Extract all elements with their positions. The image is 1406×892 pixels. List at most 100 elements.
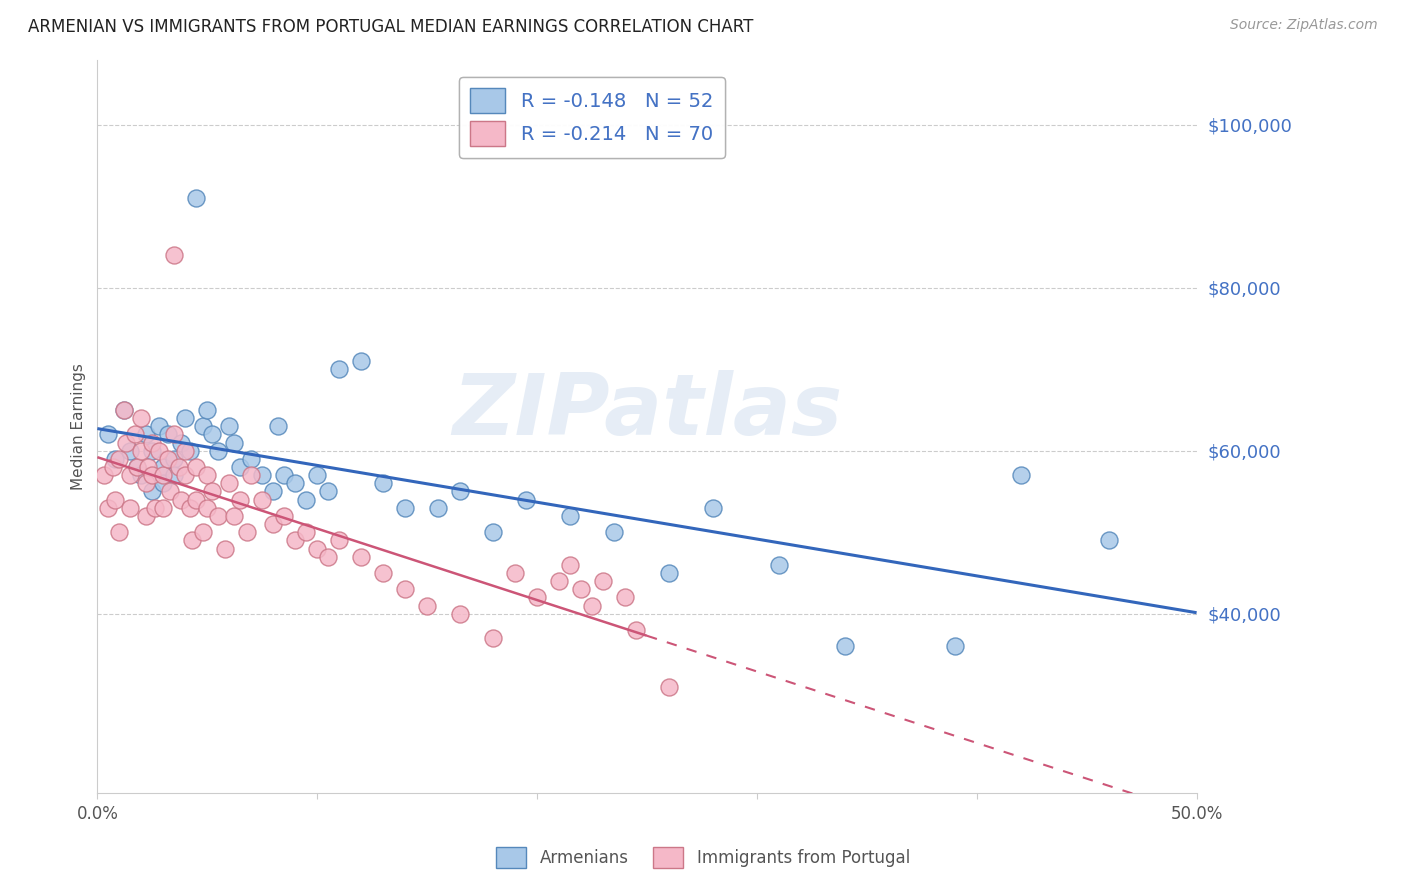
Text: ARMENIAN VS IMMIGRANTS FROM PORTUGAL MEDIAN EARNINGS CORRELATION CHART: ARMENIAN VS IMMIGRANTS FROM PORTUGAL MED… bbox=[28, 18, 754, 36]
Point bbox=[614, 591, 637, 605]
Point bbox=[101, 460, 124, 475]
Point bbox=[229, 460, 252, 475]
Point bbox=[104, 451, 127, 466]
Point bbox=[201, 484, 224, 499]
Point bbox=[350, 549, 373, 564]
Point bbox=[186, 460, 208, 475]
Point bbox=[240, 468, 263, 483]
Point bbox=[592, 574, 614, 588]
Point bbox=[214, 541, 236, 556]
Text: Source: ZipAtlas.com: Source: ZipAtlas.com bbox=[1230, 18, 1378, 32]
Point bbox=[131, 411, 153, 425]
Point bbox=[1010, 468, 1032, 483]
Point bbox=[170, 492, 193, 507]
Point bbox=[284, 476, 307, 491]
Point bbox=[307, 468, 329, 483]
Y-axis label: Median Earnings: Median Earnings bbox=[72, 363, 86, 490]
Point bbox=[569, 582, 592, 597]
Point bbox=[108, 525, 131, 540]
Point bbox=[394, 582, 416, 597]
Point bbox=[373, 566, 395, 580]
Point bbox=[115, 435, 138, 450]
Point bbox=[112, 403, 135, 417]
Point bbox=[207, 443, 229, 458]
Point bbox=[120, 443, 142, 458]
Point bbox=[207, 508, 229, 523]
Point bbox=[93, 468, 115, 483]
Point bbox=[262, 517, 284, 532]
Point bbox=[170, 435, 193, 450]
Point bbox=[624, 623, 647, 637]
Point bbox=[526, 591, 548, 605]
Point bbox=[186, 492, 208, 507]
Point bbox=[174, 468, 197, 483]
Point bbox=[218, 419, 240, 434]
Point bbox=[222, 435, 245, 450]
Point bbox=[195, 403, 218, 417]
Point bbox=[97, 500, 120, 515]
Point bbox=[328, 362, 350, 376]
Point bbox=[141, 484, 163, 499]
Point bbox=[135, 508, 157, 523]
Point bbox=[252, 492, 274, 507]
Point bbox=[179, 500, 201, 515]
Point bbox=[125, 460, 148, 475]
Point bbox=[186, 191, 208, 205]
Point bbox=[143, 500, 166, 515]
Point bbox=[174, 411, 197, 425]
Point bbox=[201, 427, 224, 442]
Point bbox=[152, 460, 174, 475]
Point bbox=[702, 500, 724, 515]
Point bbox=[120, 468, 142, 483]
Point bbox=[148, 443, 170, 458]
Point bbox=[136, 460, 159, 475]
Point bbox=[252, 468, 274, 483]
Point bbox=[307, 541, 329, 556]
Point bbox=[141, 468, 163, 483]
Point bbox=[174, 443, 197, 458]
Point bbox=[548, 574, 571, 588]
Point bbox=[328, 533, 350, 548]
Point bbox=[503, 566, 526, 580]
Point bbox=[658, 680, 681, 694]
Point bbox=[416, 599, 439, 613]
Point bbox=[152, 468, 174, 483]
Point bbox=[295, 525, 318, 540]
Point bbox=[156, 451, 179, 466]
Point bbox=[167, 460, 190, 475]
Point bbox=[191, 419, 214, 434]
Point bbox=[163, 468, 186, 483]
Legend: Armenians, Immigrants from Portugal: Armenians, Immigrants from Portugal bbox=[489, 840, 917, 875]
Point bbox=[515, 492, 537, 507]
Point bbox=[284, 533, 307, 548]
Point bbox=[316, 549, 339, 564]
Point bbox=[482, 525, 505, 540]
Point bbox=[273, 508, 295, 523]
Point bbox=[222, 508, 245, 523]
Point bbox=[131, 468, 153, 483]
Point bbox=[120, 500, 142, 515]
Point bbox=[218, 476, 240, 491]
Point bbox=[240, 451, 263, 466]
Point bbox=[262, 484, 284, 499]
Point bbox=[131, 443, 153, 458]
Point bbox=[141, 443, 163, 458]
Point bbox=[104, 492, 127, 507]
Point bbox=[135, 476, 157, 491]
Point bbox=[108, 451, 131, 466]
Point bbox=[373, 476, 395, 491]
Point bbox=[180, 533, 202, 548]
Point bbox=[125, 460, 148, 475]
Point bbox=[295, 492, 318, 507]
Point bbox=[834, 640, 856, 654]
Point bbox=[124, 427, 146, 442]
Point bbox=[152, 476, 174, 491]
Point bbox=[135, 427, 157, 442]
Point bbox=[273, 468, 295, 483]
Point bbox=[163, 248, 186, 262]
Point bbox=[658, 566, 681, 580]
Point bbox=[156, 427, 179, 442]
Point bbox=[195, 468, 218, 483]
Point bbox=[141, 435, 163, 450]
Point bbox=[449, 484, 471, 499]
